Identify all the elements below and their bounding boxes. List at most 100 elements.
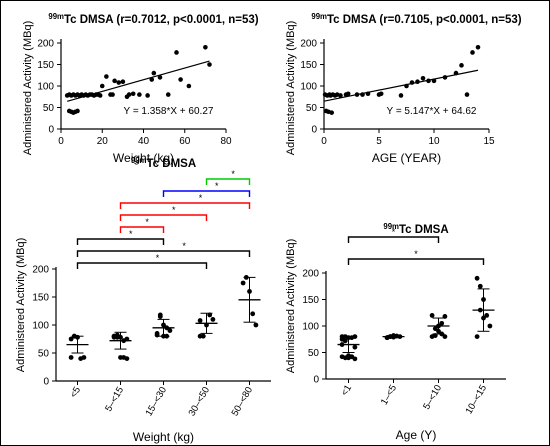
data-point [432, 326, 438, 332]
data-point [250, 311, 256, 317]
y-tick-label: 150 [300, 60, 317, 71]
y-tick-label: 150 [32, 293, 49, 304]
data-point [349, 354, 355, 360]
data-point [68, 336, 74, 342]
title-text: Tc DMSA (r=0.7105, p<0.0001, n=53) [327, 14, 522, 26]
data-point [99, 83, 105, 89]
x-tick-label: 80 [220, 136, 232, 147]
regression-equation: Y = 1.358*X + 60.27 [124, 106, 214, 117]
x-tick-label: 60 [179, 136, 191, 147]
y-tick-label: 200 [37, 39, 54, 50]
data-point [442, 334, 448, 339]
data-point [475, 45, 481, 50]
data-point [207, 62, 212, 67]
y-axis-label: Administered Activity (MBq) [15, 238, 27, 372]
data-point [112, 78, 117, 84]
significance-star: * [199, 193, 203, 203]
x-tick-label: 5–<15 [103, 385, 126, 414]
y-tick-label: 50 [43, 103, 55, 114]
x-tick-label: 1–<5 [379, 383, 399, 407]
data-point [154, 331, 160, 336]
data-point [124, 356, 130, 361]
x-tick-label: 15 [483, 136, 495, 147]
data-point [484, 313, 490, 318]
x-tick-label: 0 [58, 136, 64, 147]
data-point [165, 92, 171, 97]
y-tick-label: 150 [302, 295, 319, 306]
y-tick-label: 200 [300, 39, 317, 50]
x-tick-label: 10–<15 [464, 383, 490, 416]
data-point [253, 322, 259, 328]
y-tick-label: 100 [302, 322, 319, 333]
x-tick-label: 50–<80 [230, 385, 256, 418]
chart-title: 99mTc DMSA [131, 156, 196, 170]
data-point [459, 63, 464, 68]
scatter-plot-p1: 99m Tc DMSA (r=0.7012, p<0.0001, n=53) 0 50… [22, 12, 259, 165]
y-tick-label: 0 [48, 125, 54, 136]
title-text: Tc DMSA (r=0.7012, p<0.0001, n=53) [64, 14, 259, 26]
y-axis-label: Administered Activity (MBq) [285, 21, 297, 155]
data-point [470, 50, 475, 55]
data-point [338, 93, 343, 98]
x-tick-label: 20 [97, 136, 109, 147]
data-point [345, 91, 351, 97]
chart-title: 99mTc DMSA [383, 222, 448, 236]
y-tick-label: 0 [311, 125, 317, 136]
data-point [75, 108, 80, 114]
significance-bracket [162, 190, 251, 197]
significance-bracket [347, 258, 485, 265]
significance-bracket [119, 202, 251, 209]
x-tick-label: <5 [68, 385, 83, 400]
data-point [126, 92, 132, 97]
data-point [110, 92, 115, 97]
title-superscript: 99m [383, 222, 399, 231]
data-point [104, 74, 109, 79]
y-tick-label: 50 [306, 103, 318, 114]
x-tick-label: 40 [138, 136, 150, 147]
data-point [342, 338, 348, 344]
y-axis-label: Administered Activity (MBq) [22, 21, 34, 155]
data-point [240, 280, 246, 286]
title-superscript: 99m [311, 12, 327, 21]
x-axis-label: Weight (kg) [113, 151, 174, 165]
title-superscript: 99m [131, 156, 147, 165]
y-tick-label: 150 [37, 60, 54, 71]
data-point [97, 93, 103, 98]
y-tick-label: 0 [43, 377, 49, 388]
data-point [200, 333, 206, 339]
data-point [68, 355, 74, 360]
significance-bracket [76, 238, 165, 245]
data-point [174, 50, 179, 55]
data-point [474, 334, 480, 339]
y-tick-label: 0 [313, 375, 319, 386]
data-point [116, 80, 122, 85]
data-point [352, 334, 358, 339]
data-point [178, 77, 183, 82]
x-axis-label: Age (Y) [396, 428, 437, 442]
y-tick-label: 50 [38, 349, 50, 360]
data-point [130, 91, 136, 97]
y-tick-label: 200 [32, 265, 49, 276]
data-point [378, 91, 384, 97]
significance-star: * [172, 205, 176, 215]
significance-star: * [392, 227, 396, 237]
significance-bracket [76, 250, 251, 257]
significance-bracket [347, 236, 440, 243]
data-point [120, 79, 126, 84]
scatter-plot-p2: 99mTc DMSA (r=0.7105, p<0.0001, n=53) 0 50… [285, 12, 522, 165]
data-point [398, 93, 404, 98]
y-tick-label: 50 [308, 348, 320, 359]
data-point [151, 70, 157, 76]
data-point [157, 75, 163, 80]
significance-star: * [156, 253, 160, 263]
data-point [203, 45, 208, 50]
regression-equation: Y = 5.147*X + 64.62 [387, 106, 477, 117]
data-point [149, 77, 155, 82]
significance-bracket [119, 226, 165, 233]
chart-title: 99mTc DMSA (r=0.7105, p<0.0001, n=53) [311, 12, 521, 26]
dot-plot-p3: 0 50 100 150 200 <5 5–<15 15–<30 30–<50 50–<80 Wei… [15, 156, 271, 444]
x-tick-label: <1 [339, 383, 354, 398]
x-tick-label: 10 [428, 136, 440, 147]
